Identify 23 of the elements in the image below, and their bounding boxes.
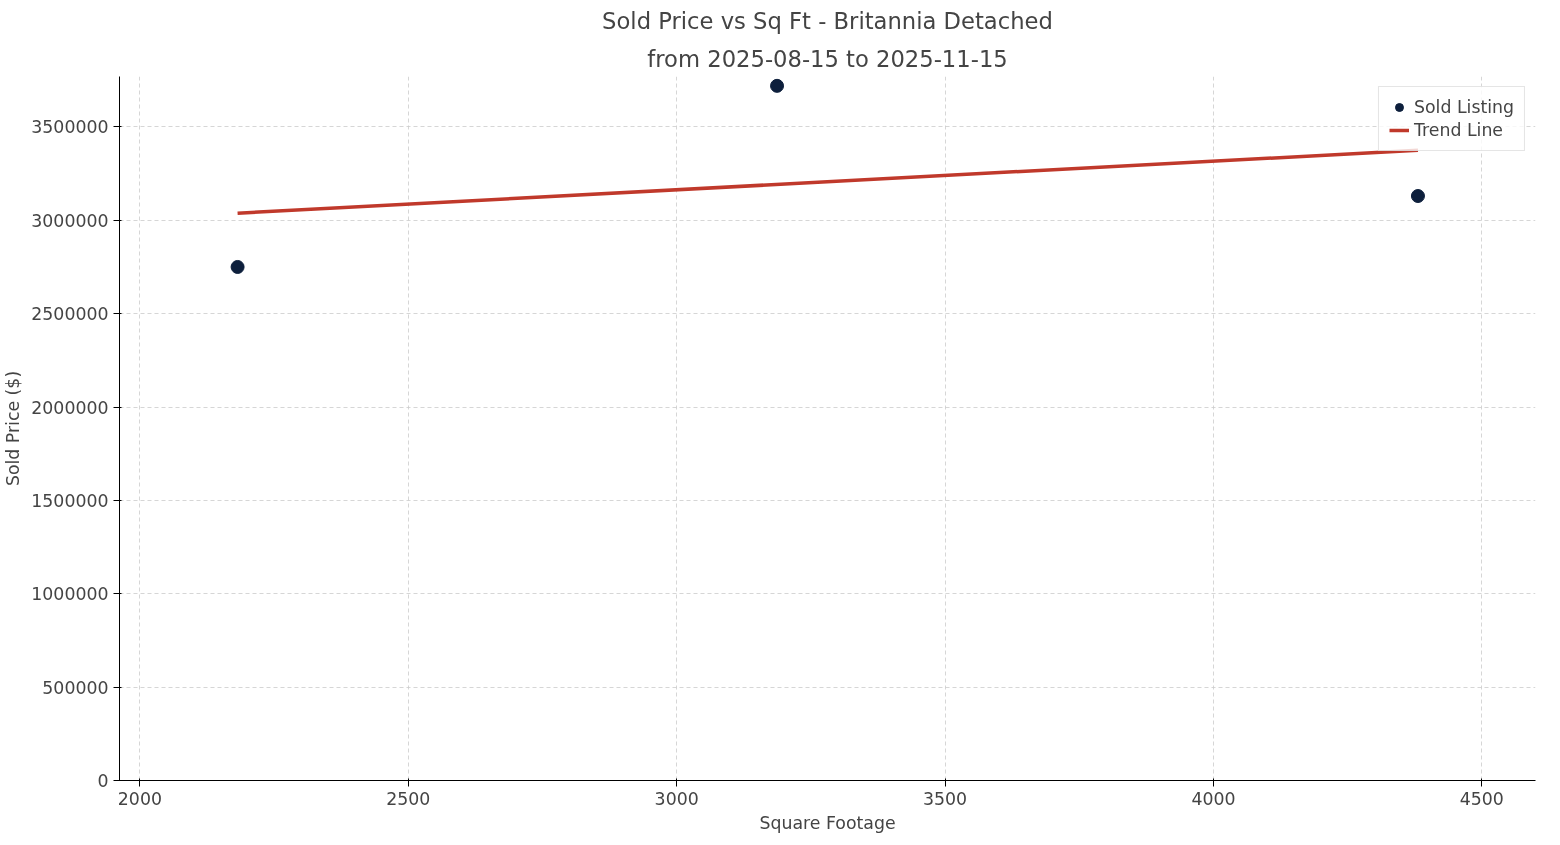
point — [230, 259, 245, 274]
point — [1410, 189, 1425, 203]
y-axis-title: Sold Price ($) — [3, 370, 24, 487]
y-tick-label: 0 — [97, 771, 109, 791]
y-tick-label: 2000000 — [31, 397, 109, 418]
y-tick-label: 1000000 — [31, 584, 109, 605]
y-tick-label: 500000 — [42, 677, 109, 698]
x-tick-label: 2000 — [117, 788, 162, 809]
y-tick-label: 3000000 — [31, 210, 109, 231]
x-tick-label: 3500 — [923, 788, 968, 809]
chart-subtitle: from 2025-08-15 to 2025-11-15 — [647, 45, 1008, 72]
y-tick-label: 2500000 — [31, 304, 109, 325]
y-tick-label: 3500000 — [31, 117, 109, 138]
x-tick-label: 4500 — [1459, 788, 1504, 809]
x-tick-label: 3000 — [654, 788, 699, 809]
legend-label: Sold Listing — [1413, 97, 1514, 117]
chart-title: Sold Price vs Sq Ft - Britannia Detached — [602, 7, 1053, 34]
x-tick-label: 2500 — [386, 788, 431, 809]
y-tick-label: 1500000 — [31, 490, 109, 511]
x-axis-title: Square Footage — [759, 812, 896, 833]
x-tick-label: 4000 — [1191, 788, 1236, 809]
point — [770, 78, 785, 93]
legend-label: Trend Line — [1413, 120, 1504, 140]
